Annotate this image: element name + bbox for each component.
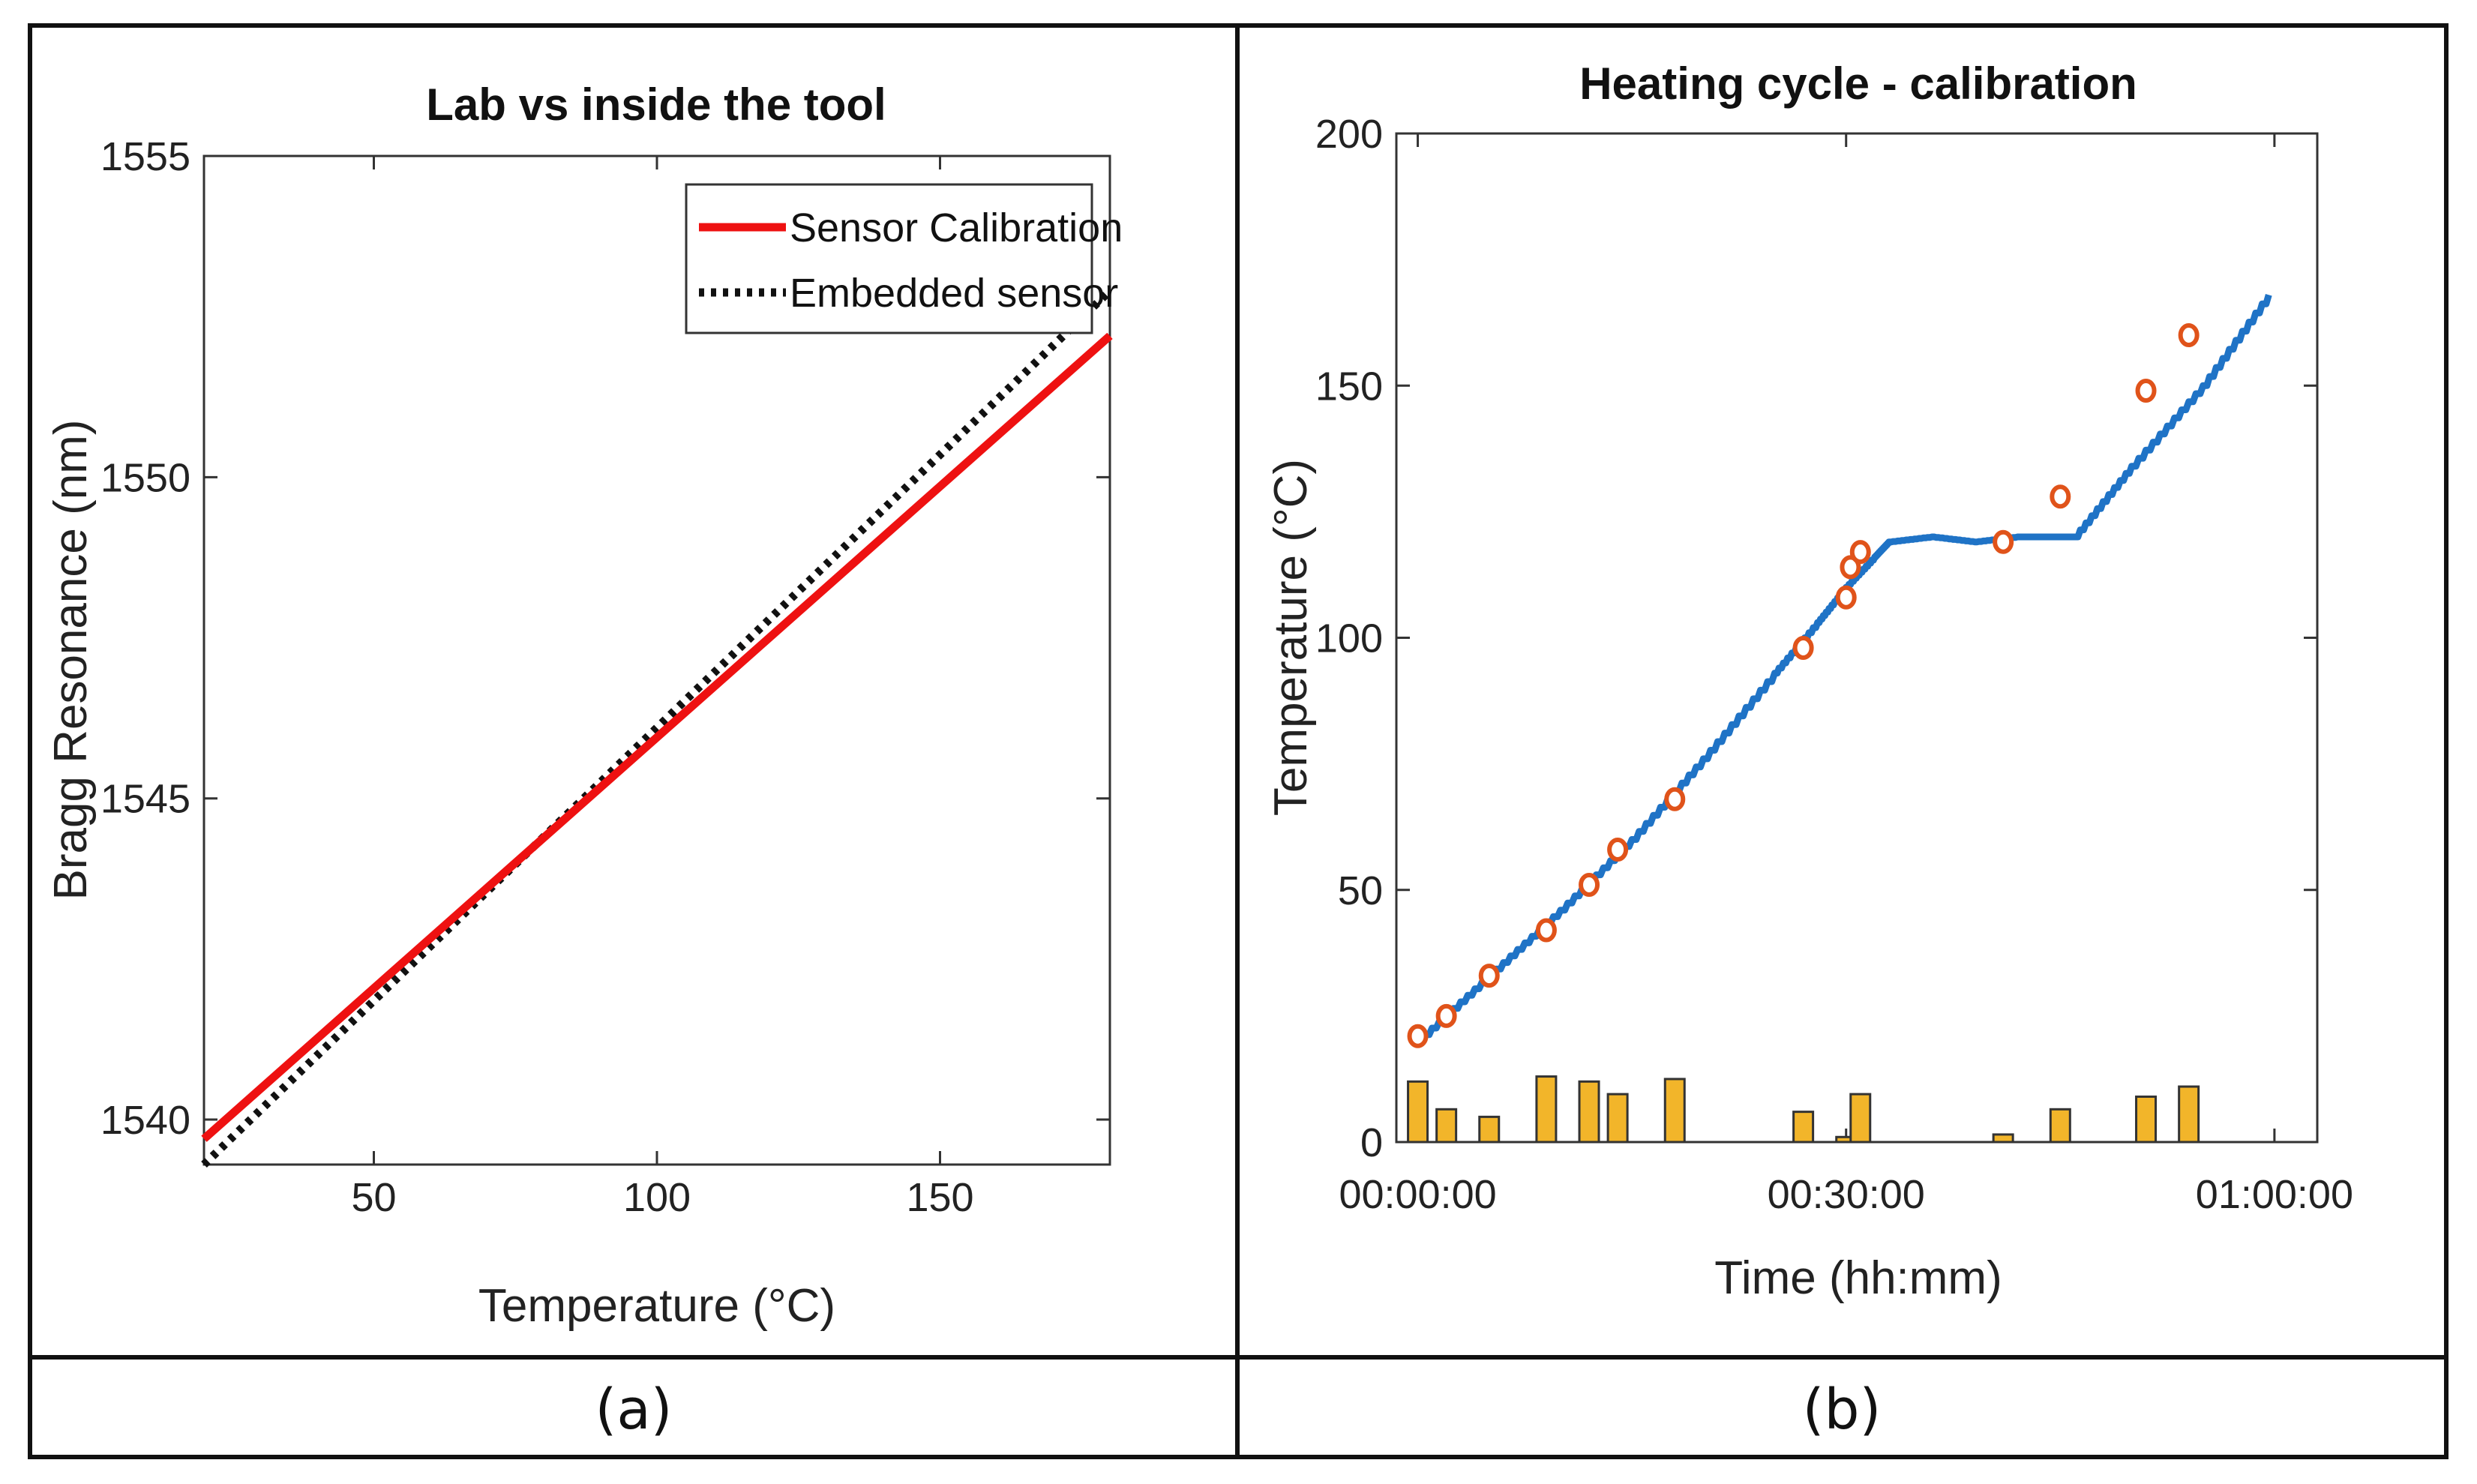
deviation-bar — [1535, 1075, 1558, 1144]
chart-a-xlabel: Temperature (°C) — [478, 1280, 835, 1332]
x-tick-label: 00:00:00 — [1339, 1172, 1496, 1217]
deviation-bar — [1606, 1093, 1629, 1144]
measurement-marker — [1535, 918, 1557, 943]
chart-a-ticks: 50 100 150 1540 1545 1550 1555 — [100, 134, 1110, 1220]
y-tick-label: 0 — [1360, 1120, 1383, 1165]
measurement-marker — [2178, 323, 2200, 347]
x-tick-label: 150 — [906, 1175, 973, 1220]
chart-b-plot-area — [1395, 132, 2319, 1144]
measurement-marker — [1579, 873, 1600, 898]
chart-b-bars — [1407, 1075, 2200, 1144]
y-tick-label: 1545 — [100, 777, 190, 822]
measurement-marker — [1835, 585, 1857, 610]
legend-box — [685, 183, 1093, 334]
measurement-marker — [1849, 540, 1871, 565]
y-tick-label: 1540 — [100, 1098, 190, 1143]
deviation-bar — [1849, 1093, 1872, 1144]
chart-b: Heating cycle - calibration 00:00:00 00:3… — [1265, 58, 2353, 1304]
panel-a-label: (a) — [595, 1378, 672, 1442]
measurement-marker — [1840, 555, 1861, 580]
deviation-bar — [1578, 1080, 1600, 1144]
x-tick-label: 00:30:00 — [1768, 1172, 1925, 1217]
series-sensor-calibration — [201, 332, 1113, 1142]
x-tick-label: 100 — [623, 1175, 691, 1220]
measurement-marker — [1407, 1024, 1429, 1048]
deviation-bar — [1435, 1108, 1458, 1144]
chart-a-legend: Sensor Calibration Embedded sensor — [685, 183, 1123, 334]
measurement-marker — [1607, 837, 1629, 862]
chart-b-ticks: 00:00:00 00:30:00 01:00:00 0 50 100 150 200 — [1315, 112, 2353, 1217]
deviation-bar — [1992, 1133, 2014, 1144]
y-tick-label: 100 — [1315, 616, 1383, 661]
legend-label-sensor-calibration: Sensor Calibration — [790, 205, 1123, 250]
chart-b-markers — [1407, 323, 2200, 1048]
chart-a-series-layer — [201, 287, 1113, 1168]
deviation-bar — [2049, 1108, 2071, 1144]
x-tick-label: 01:00:00 — [2196, 1172, 2353, 1217]
deviation-bar — [1792, 1111, 1815, 1144]
y-tick-label: 200 — [1315, 112, 1383, 157]
series-embedded-sensor — [201, 287, 1113, 1168]
chart-a-title: Lab vs inside the tool — [426, 79, 886, 130]
y-tick-label: 50 — [1338, 868, 1383, 913]
x-tick-label: 50 — [351, 1175, 396, 1220]
measurement-marker — [2050, 484, 2071, 509]
deviation-bar — [2135, 1095, 2158, 1144]
y-tick-label: 1550 — [100, 455, 190, 500]
deviation-bar — [1663, 1078, 1686, 1144]
y-tick-label: 1555 — [100, 134, 190, 179]
deviation-bar — [1478, 1115, 1501, 1144]
measurement-marker — [2135, 378, 2157, 403]
measurement-marker — [1478, 964, 1500, 988]
measurement-marker — [1435, 1003, 1457, 1028]
chart-b-title: Heating cycle - calibration — [1579, 58, 2137, 109]
legend-label-embedded-sensor: Embedded sensor — [790, 271, 1118, 316]
chart-a: Lab vs inside the tool 50 100 150 1540 1545 1… — [45, 79, 1123, 1332]
measurement-marker — [1792, 635, 1814, 660]
chart-a-ylabel: Bragg Resonance (nm) — [45, 420, 97, 901]
y-tick-label: 150 — [1315, 364, 1383, 409]
chart-b-xlabel: Time (hh:mm) — [1714, 1252, 2002, 1304]
measurement-marker — [1664, 787, 1686, 811]
measurement-marker — [1993, 529, 2014, 554]
deviation-bar — [2178, 1085, 2200, 1144]
deviation-bar — [1407, 1080, 1429, 1144]
chart-b-ylabel: Temperature (°C) — [1265, 459, 1317, 816]
panel-b-label: (b) — [1803, 1378, 1882, 1442]
